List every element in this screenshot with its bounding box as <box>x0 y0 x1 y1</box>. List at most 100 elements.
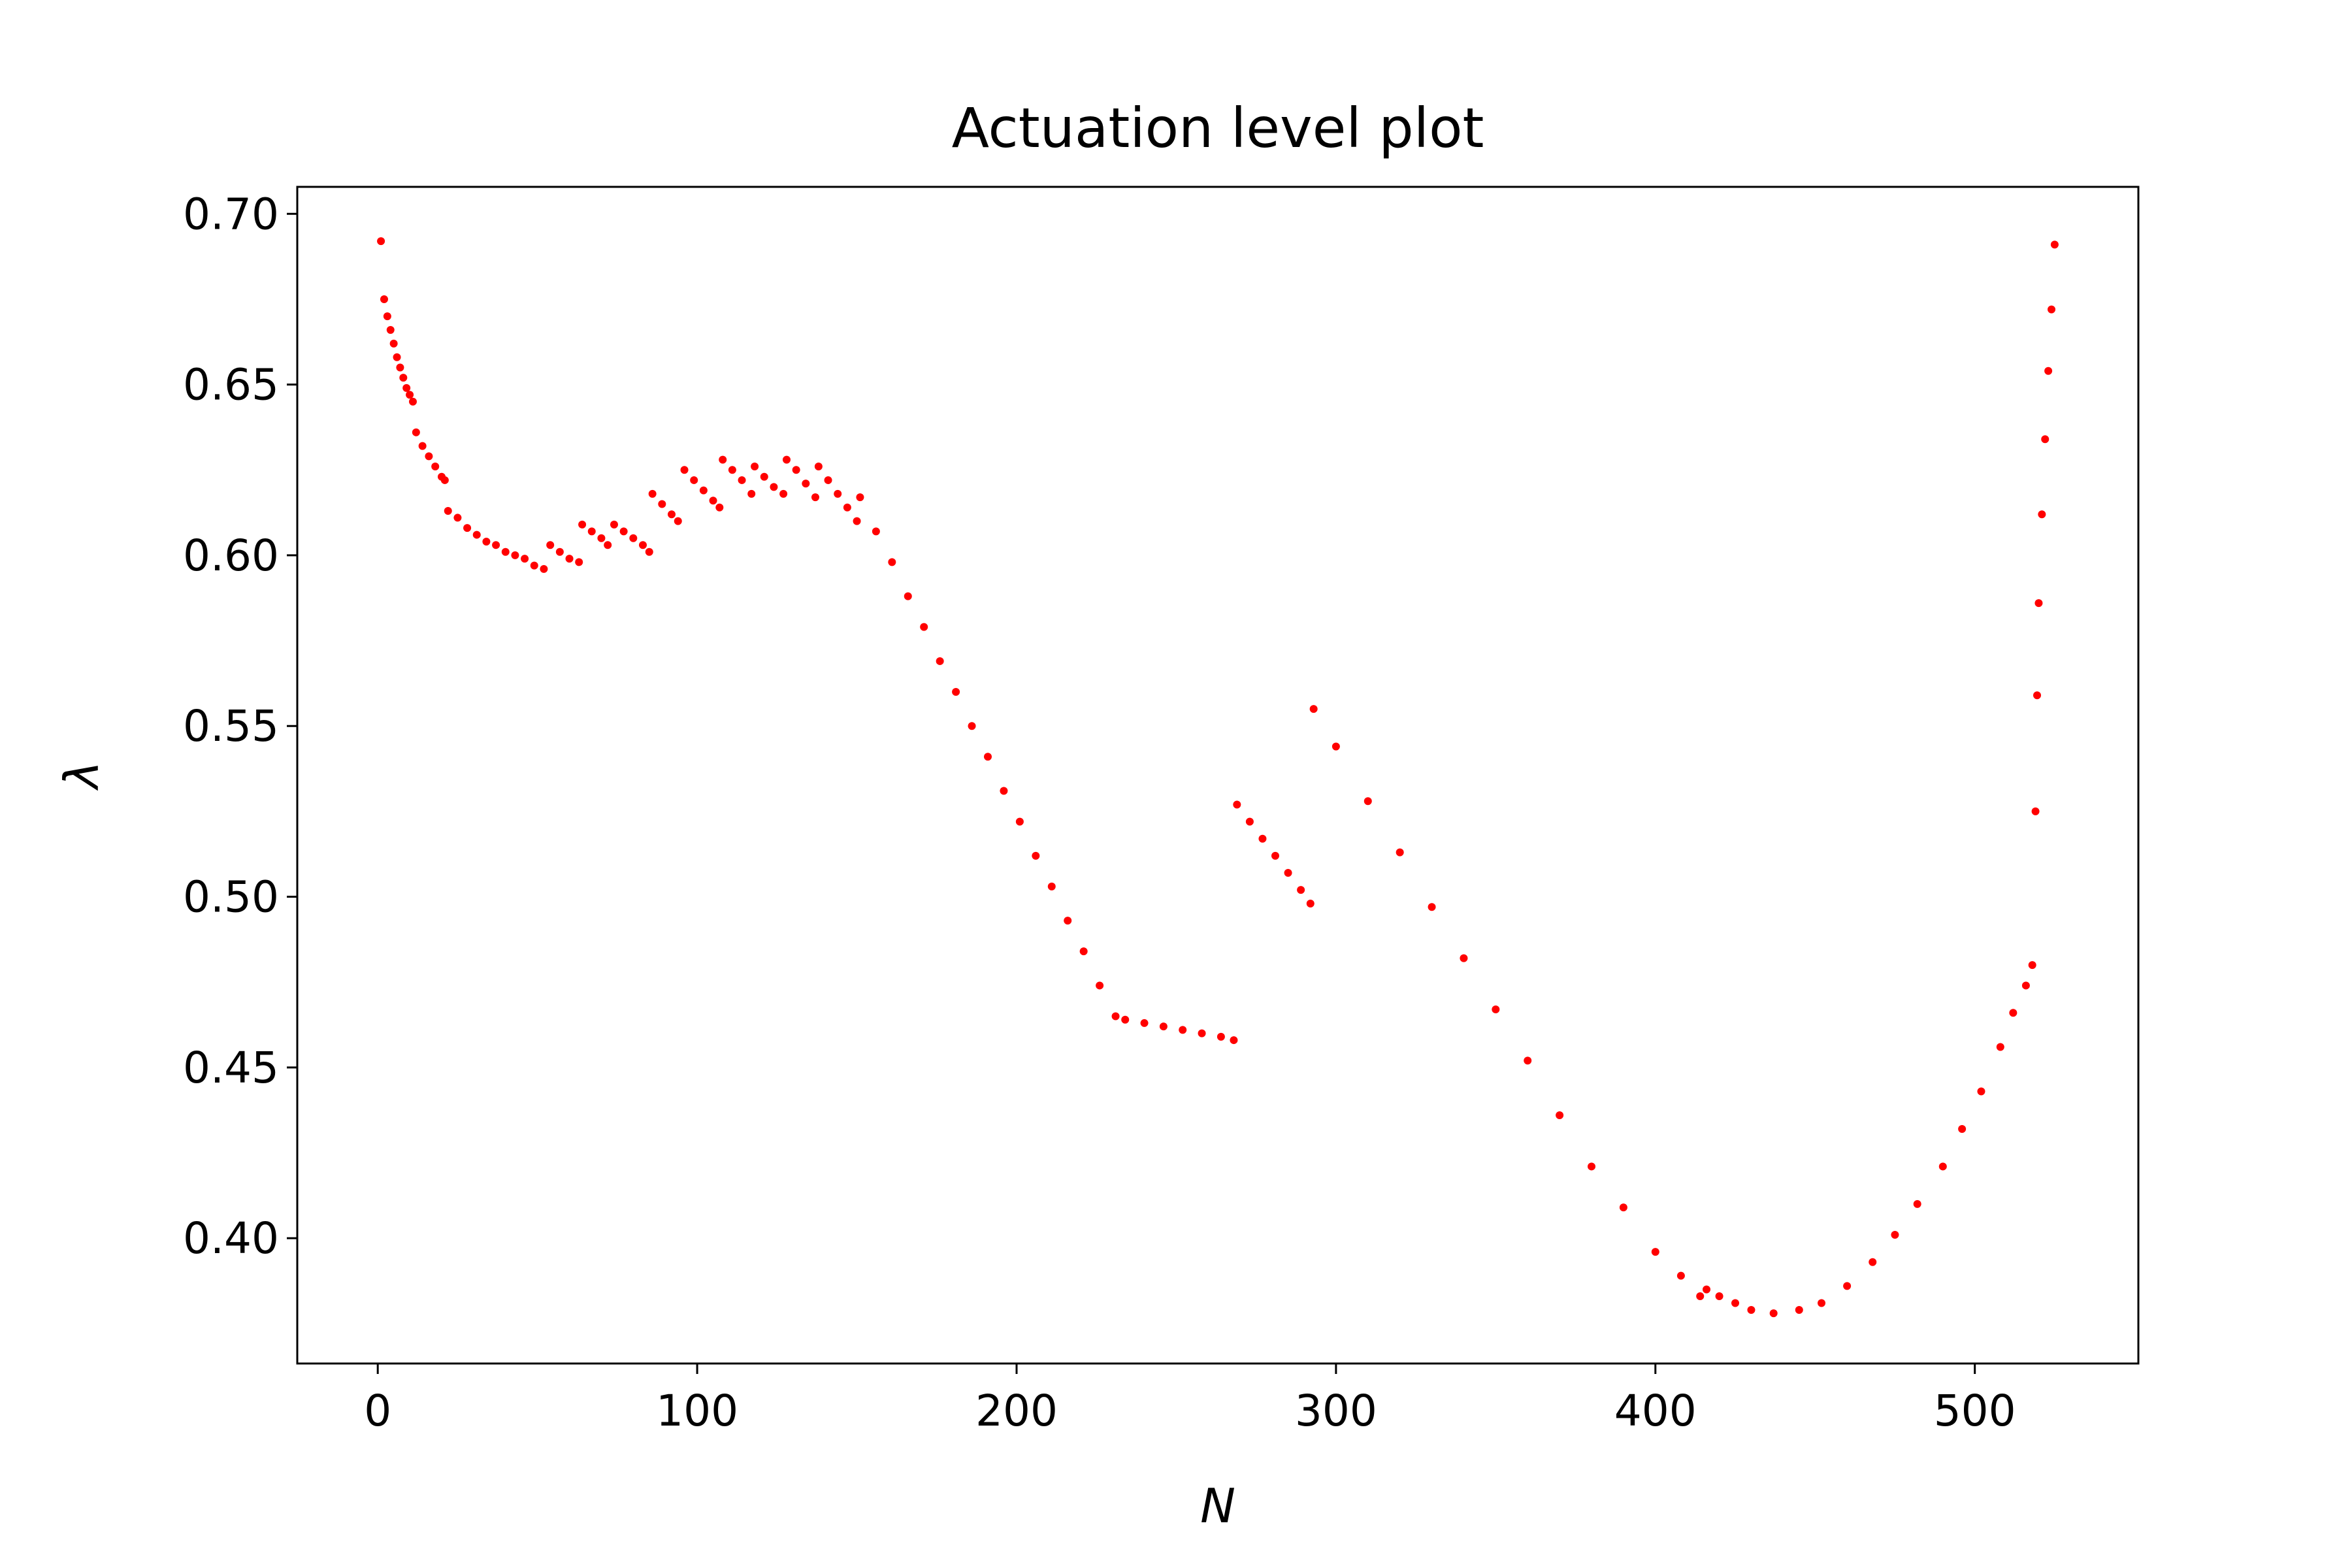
point <box>1284 868 1292 877</box>
point <box>1891 1230 1899 1239</box>
point <box>1938 1162 1947 1171</box>
point <box>779 489 788 498</box>
point <box>575 558 583 566</box>
point <box>399 374 408 382</box>
point <box>1015 817 1024 826</box>
point <box>1913 1200 1921 1208</box>
point <box>638 541 647 549</box>
point <box>738 476 746 484</box>
point <box>386 325 395 334</box>
point <box>1258 834 1267 843</box>
point <box>1217 1032 1225 1041</box>
point <box>1703 1285 1711 1294</box>
point <box>1032 851 1040 860</box>
point <box>1556 1111 1564 1120</box>
point <box>1996 1043 2004 1051</box>
point <box>440 476 449 484</box>
point <box>463 524 472 532</box>
point <box>888 558 896 566</box>
point <box>1230 1036 1238 1045</box>
point <box>412 428 420 436</box>
point <box>444 506 452 515</box>
chart-title: Actuation level plot <box>952 96 1484 160</box>
point <box>597 534 606 542</box>
point <box>578 520 587 529</box>
y-tick-label: 0.55 <box>183 701 279 751</box>
point <box>546 541 555 549</box>
point <box>751 463 759 471</box>
point <box>492 541 500 549</box>
y-tick-label: 0.50 <box>183 872 279 923</box>
point <box>418 442 427 450</box>
y-tick-label: 0.70 <box>183 189 279 239</box>
point <box>680 466 689 474</box>
point <box>834 489 842 498</box>
point <box>1364 797 1372 806</box>
point <box>453 514 462 522</box>
point <box>1696 1292 1705 1301</box>
point <box>811 493 819 502</box>
point <box>1179 1026 1187 1034</box>
point <box>555 547 564 556</box>
y-tick-label: 0.60 <box>183 531 279 581</box>
point <box>747 489 756 498</box>
x-tick-label: 0 <box>364 1386 391 1436</box>
point <box>760 472 768 481</box>
point <box>1140 1019 1149 1027</box>
point <box>1064 917 1072 925</box>
x-tick-label: 400 <box>1614 1386 1697 1436</box>
point <box>2021 981 2030 990</box>
point <box>853 517 861 525</box>
point <box>540 564 548 573</box>
x-tick-label: 100 <box>656 1386 738 1436</box>
point <box>1795 1305 1803 1314</box>
point <box>2028 961 2036 970</box>
point <box>1331 742 1340 751</box>
point <box>425 452 433 461</box>
point <box>402 384 411 392</box>
point <box>1460 954 1468 962</box>
point <box>658 500 666 508</box>
point <box>645 547 653 556</box>
point <box>1818 1299 1826 1307</box>
point <box>904 592 912 600</box>
point <box>1198 1029 1206 1037</box>
point <box>1651 1248 1659 1256</box>
x-tick-label: 500 <box>1934 1386 2016 1436</box>
point <box>728 466 736 474</box>
point <box>472 531 481 539</box>
point <box>619 527 628 536</box>
point <box>1619 1203 1627 1212</box>
point <box>709 497 717 505</box>
point <box>587 527 596 536</box>
point <box>604 541 612 549</box>
point <box>667 510 676 519</box>
point <box>1524 1056 1532 1065</box>
point <box>1309 705 1318 713</box>
point <box>802 480 810 488</box>
point <box>648 489 657 498</box>
point <box>1843 1282 1852 1290</box>
point <box>521 555 529 563</box>
point <box>792 466 800 474</box>
point <box>770 483 778 491</box>
point <box>1396 848 1404 857</box>
point <box>2041 435 2050 444</box>
point <box>565 555 574 563</box>
point <box>1245 817 1254 826</box>
point <box>1769 1309 1778 1318</box>
point <box>824 476 832 484</box>
point <box>1096 981 1104 990</box>
point <box>1715 1292 1723 1301</box>
point <box>1271 851 1280 860</box>
point <box>674 517 682 525</box>
point <box>1492 1005 1500 1014</box>
point <box>782 455 791 464</box>
point <box>1676 1271 1685 1280</box>
point <box>814 463 823 471</box>
point <box>482 538 491 546</box>
point <box>396 363 404 372</box>
point <box>2038 510 2046 519</box>
point <box>2048 305 2056 314</box>
point <box>1111 1012 1120 1021</box>
